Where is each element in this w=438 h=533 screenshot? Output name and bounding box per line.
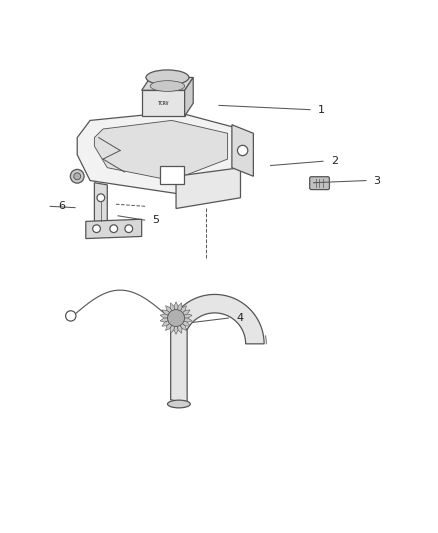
Polygon shape — [174, 302, 178, 310]
Text: 1: 1 — [318, 104, 325, 115]
Polygon shape — [177, 303, 182, 311]
Ellipse shape — [150, 80, 185, 92]
Text: 4: 4 — [236, 313, 244, 323]
Polygon shape — [162, 310, 170, 315]
Polygon shape — [177, 325, 182, 333]
Circle shape — [125, 225, 133, 232]
Text: 5: 5 — [152, 215, 159, 225]
Polygon shape — [95, 183, 107, 223]
Polygon shape — [141, 77, 193, 90]
Polygon shape — [184, 318, 192, 322]
Text: 3: 3 — [374, 175, 381, 185]
Circle shape — [168, 310, 184, 327]
Polygon shape — [171, 294, 264, 344]
Polygon shape — [166, 324, 172, 330]
Polygon shape — [184, 314, 192, 318]
Polygon shape — [95, 120, 228, 181]
Circle shape — [71, 169, 84, 183]
Polygon shape — [180, 305, 187, 313]
Circle shape — [74, 173, 81, 180]
Polygon shape — [170, 303, 175, 311]
Polygon shape — [174, 326, 178, 334]
Polygon shape — [86, 219, 141, 239]
Polygon shape — [171, 321, 189, 404]
Text: 6: 6 — [58, 201, 65, 212]
Polygon shape — [232, 125, 253, 176]
Circle shape — [93, 225, 100, 232]
Ellipse shape — [146, 70, 189, 85]
Circle shape — [110, 225, 117, 232]
Polygon shape — [180, 324, 187, 330]
Circle shape — [66, 311, 76, 321]
Polygon shape — [183, 310, 190, 315]
FancyBboxPatch shape — [160, 166, 184, 184]
Circle shape — [237, 146, 248, 156]
Polygon shape — [176, 168, 240, 208]
Polygon shape — [183, 321, 190, 326]
Polygon shape — [185, 77, 193, 116]
Text: TCRV: TCRV — [157, 101, 169, 106]
Circle shape — [97, 194, 105, 201]
Text: 2: 2 — [331, 156, 338, 166]
Polygon shape — [170, 325, 175, 333]
Polygon shape — [162, 321, 170, 326]
Polygon shape — [160, 318, 168, 322]
Ellipse shape — [167, 400, 190, 408]
FancyBboxPatch shape — [310, 177, 329, 190]
Polygon shape — [166, 305, 172, 313]
Polygon shape — [160, 314, 168, 318]
Polygon shape — [141, 90, 185, 116]
Polygon shape — [77, 112, 240, 193]
